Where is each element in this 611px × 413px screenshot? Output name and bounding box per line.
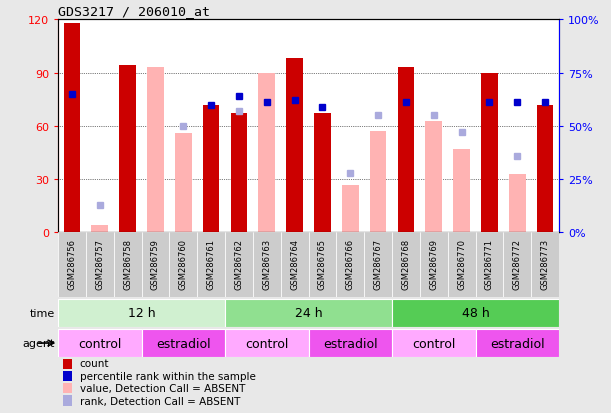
Bar [64, 24, 80, 233]
Text: control: control [245, 337, 288, 350]
Bar [142, 233, 169, 297]
Bar [314, 114, 331, 233]
Text: GSM286765: GSM286765 [318, 238, 327, 289]
Bar [58, 233, 86, 297]
Text: GSM286760: GSM286760 [179, 238, 188, 289]
Bar [537, 105, 554, 233]
Text: rank, Detection Call = ABSENT: rank, Detection Call = ABSENT [79, 396, 240, 406]
Text: GSM286773: GSM286773 [541, 238, 550, 289]
Text: GSM286761: GSM286761 [207, 238, 216, 289]
Bar [119, 174, 136, 233]
Bar [63, 371, 72, 381]
Bar [475, 233, 503, 297]
Text: GSM286757: GSM286757 [95, 238, 104, 289]
Bar [230, 114, 247, 233]
Bar [287, 59, 303, 233]
Text: GSM286771: GSM286771 [485, 238, 494, 289]
Bar [119, 66, 136, 233]
Text: GSM286763: GSM286763 [262, 238, 271, 289]
Text: estradiol: estradiol [490, 337, 544, 350]
Bar [142, 329, 225, 357]
Bar [203, 105, 219, 233]
Text: time: time [30, 308, 55, 318]
Text: 24 h: 24 h [295, 306, 323, 320]
Text: GSM286766: GSM286766 [346, 238, 355, 289]
Text: GDS3217 / 206010_at: GDS3217 / 206010_at [58, 5, 210, 18]
Text: count: count [79, 358, 109, 368]
Bar [342, 185, 359, 233]
Text: estradiol: estradiol [156, 337, 211, 350]
Bar [169, 233, 197, 297]
Text: GSM286769: GSM286769 [430, 238, 438, 289]
Bar [147, 68, 164, 233]
Text: GSM286764: GSM286764 [290, 238, 299, 289]
Text: GSM286756: GSM286756 [67, 238, 76, 289]
Bar [392, 329, 475, 357]
Bar [475, 329, 559, 357]
Bar [63, 358, 72, 369]
Bar [481, 74, 498, 233]
Text: control: control [78, 337, 122, 350]
Text: GSM286759: GSM286759 [151, 238, 160, 289]
Bar [253, 233, 280, 297]
Bar [92, 226, 108, 233]
Bar [531, 233, 559, 297]
Text: value, Detection Call = ABSENT: value, Detection Call = ABSENT [79, 383, 245, 393]
Bar [225, 299, 392, 327]
Bar [398, 68, 414, 233]
Text: estradiol: estradiol [323, 337, 378, 350]
Bar [364, 233, 392, 297]
Bar [58, 329, 142, 357]
Bar [225, 329, 309, 357]
Bar [258, 74, 275, 233]
Bar [503, 233, 531, 297]
Text: GSM286758: GSM286758 [123, 238, 132, 289]
Bar [370, 132, 387, 233]
Bar [197, 233, 225, 297]
Bar [420, 233, 448, 297]
Bar [448, 233, 475, 297]
Text: GSM286768: GSM286768 [401, 238, 411, 289]
Text: agent: agent [23, 338, 55, 348]
Bar [392, 233, 420, 297]
Bar [63, 383, 72, 394]
Text: percentile rank within the sample: percentile rank within the sample [79, 371, 255, 381]
Bar [309, 329, 392, 357]
Bar [425, 121, 442, 233]
Text: GSM286762: GSM286762 [235, 238, 243, 289]
Bar [58, 299, 225, 327]
Bar [86, 233, 114, 297]
Bar [225, 233, 253, 297]
Bar [175, 134, 192, 233]
Bar [63, 395, 72, 406]
Text: 48 h: 48 h [462, 306, 489, 320]
Bar [280, 233, 309, 297]
Text: 12 h: 12 h [128, 306, 155, 320]
Text: GSM286767: GSM286767 [374, 238, 382, 289]
Bar [392, 299, 559, 327]
Text: control: control [412, 337, 455, 350]
Bar [509, 174, 525, 233]
Text: GSM286772: GSM286772 [513, 238, 522, 289]
Bar [114, 233, 142, 297]
Bar [337, 233, 364, 297]
Text: GSM286770: GSM286770 [457, 238, 466, 289]
Bar [453, 150, 470, 233]
Bar [309, 233, 337, 297]
